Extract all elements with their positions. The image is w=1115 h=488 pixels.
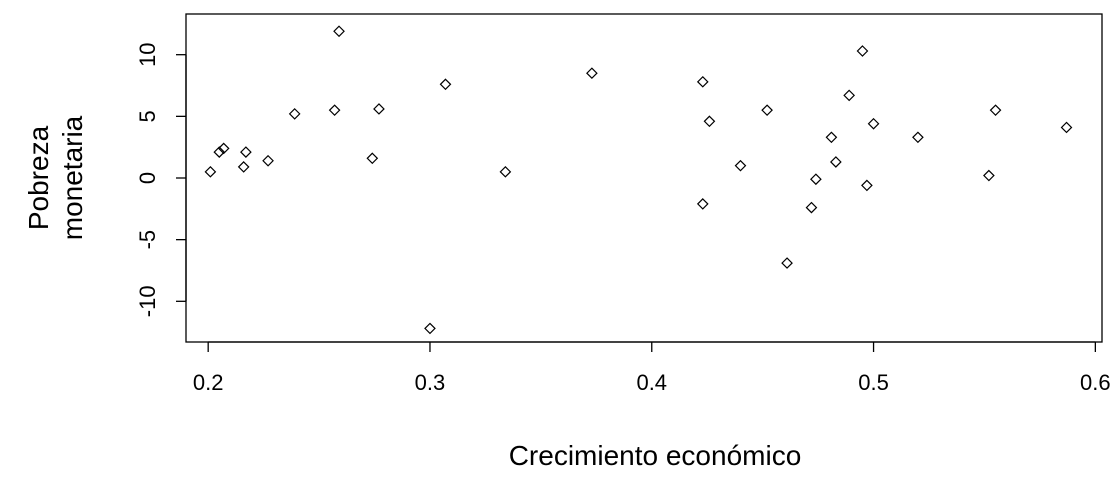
- data-point: [989, 104, 1002, 117]
- x-axis: 0.2 0.3 0.4 0.5 0.6: [193, 341, 1111, 395]
- data-point: [825, 131, 838, 144]
- data-point: [373, 103, 385, 115]
- x-tick-label: 0.5: [858, 370, 889, 395]
- data-point: [262, 154, 274, 167]
- y-axis: -10 -5 0 5 10: [135, 42, 187, 317]
- y-tick-label: 5: [135, 110, 160, 122]
- data-point: [204, 165, 217, 178]
- data-point: [499, 165, 512, 178]
- y-tick-label: 10: [135, 42, 160, 66]
- y-tick-label: 0: [135, 172, 160, 184]
- data-point: [867, 117, 880, 130]
- data-point: [805, 201, 818, 214]
- data-point: [856, 45, 869, 57]
- data-point: [861, 179, 873, 192]
- x-tick-label: 0.3: [415, 370, 446, 395]
- y-axis-title-line-1: Pobreza: [23, 125, 54, 230]
- x-tick-label: 0.2: [193, 370, 224, 395]
- data-point: [586, 67, 598, 80]
- data-point: [843, 89, 856, 102]
- data-point: [781, 257, 793, 269]
- data-point: [240, 146, 252, 158]
- data-point: [328, 104, 341, 117]
- data-point: [696, 75, 709, 88]
- data-point: [288, 108, 301, 120]
- data-point: [830, 156, 842, 168]
- data-point: [703, 115, 716, 128]
- plot-frame: [185, 13, 1103, 343]
- data-point: [366, 152, 379, 165]
- data-point: [217, 142, 230, 155]
- data-point: [810, 173, 822, 186]
- y-axis-title-line-2: monetaria: [57, 115, 88, 240]
- data-point: [213, 146, 226, 158]
- data-point: [696, 198, 709, 210]
- x-tick-label: 0.6: [1080, 370, 1111, 395]
- data-point: [439, 78, 452, 91]
- data-point: [983, 169, 995, 182]
- x-axis-title: Crecimiento económico: [509, 440, 802, 471]
- data-points: [204, 25, 1073, 335]
- data-point: [1060, 121, 1073, 134]
- y-tick-label: -10: [135, 285, 160, 317]
- data-point: [333, 25, 345, 38]
- data-point: [912, 131, 924, 144]
- data-point: [734, 159, 747, 172]
- x-tick-label: 0.4: [636, 370, 667, 395]
- y-tick-label: -5: [135, 230, 160, 250]
- data-point: [761, 104, 773, 117]
- data-point: [237, 161, 250, 173]
- data-point: [424, 322, 436, 335]
